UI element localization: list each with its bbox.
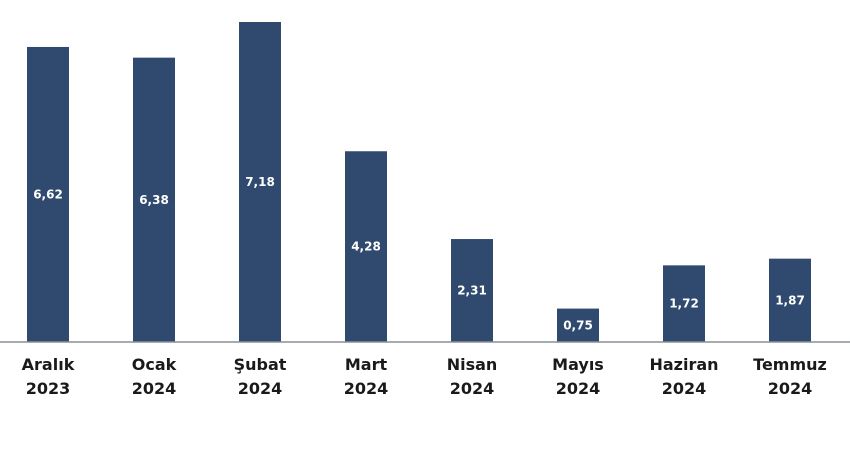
x-tick-label-2-line-0: Şubat	[234, 355, 287, 374]
x-tick-label-6-line-1: 2024	[662, 379, 707, 398]
data-label-2: 7,18	[245, 175, 275, 189]
data-label-6: 1,72	[669, 297, 699, 311]
data-label-7: 1,87	[775, 293, 805, 307]
data-label-5: 0,75	[563, 318, 593, 332]
x-tick-label-0-line-0: Aralık	[22, 355, 75, 374]
x-tick-label-5-line-0: Mayıs	[552, 355, 604, 374]
x-tick-label-7-line-1: 2024	[768, 379, 813, 398]
data-label-4: 2,31	[457, 284, 487, 298]
bar-6	[663, 265, 705, 342]
x-tick-label-1-line-1: 2024	[132, 379, 177, 398]
data-label-3: 4,28	[351, 240, 381, 254]
x-tick-label-4-line-1: 2024	[450, 379, 495, 398]
bar-1	[133, 57, 175, 342]
bar-0	[27, 46, 69, 342]
x-tick-label-1-line-0: Ocak	[132, 355, 177, 374]
x-tick-label-3-line-0: Mart	[345, 355, 388, 374]
x-tick-label-6-line-0: Haziran	[649, 355, 718, 374]
bar-7	[769, 258, 811, 342]
bar-4	[451, 239, 493, 342]
labels-group: 6,62 Aralık 2023 6,38 Ocak 2024 7,18 Şubat 2024 4…	[22, 175, 827, 398]
x-tick-label-5-line-1: 2024	[556, 379, 601, 398]
x-tick-label-0-line-1: 2023	[26, 379, 71, 398]
x-tick-label-4-line-0: Nisan	[447, 355, 498, 374]
bar-3	[345, 151, 387, 342]
x-tick-label-2-line-1: 2024	[238, 379, 283, 398]
bars-group	[27, 22, 811, 342]
x-tick-label-3-line-1: 2024	[344, 379, 389, 398]
bar-2	[239, 22, 281, 342]
data-label-0: 6,62	[33, 187, 63, 201]
bar-5	[557, 308, 599, 342]
x-tick-label-7-line-0: Temmuz	[753, 355, 827, 374]
data-label-1: 6,38	[139, 193, 169, 207]
